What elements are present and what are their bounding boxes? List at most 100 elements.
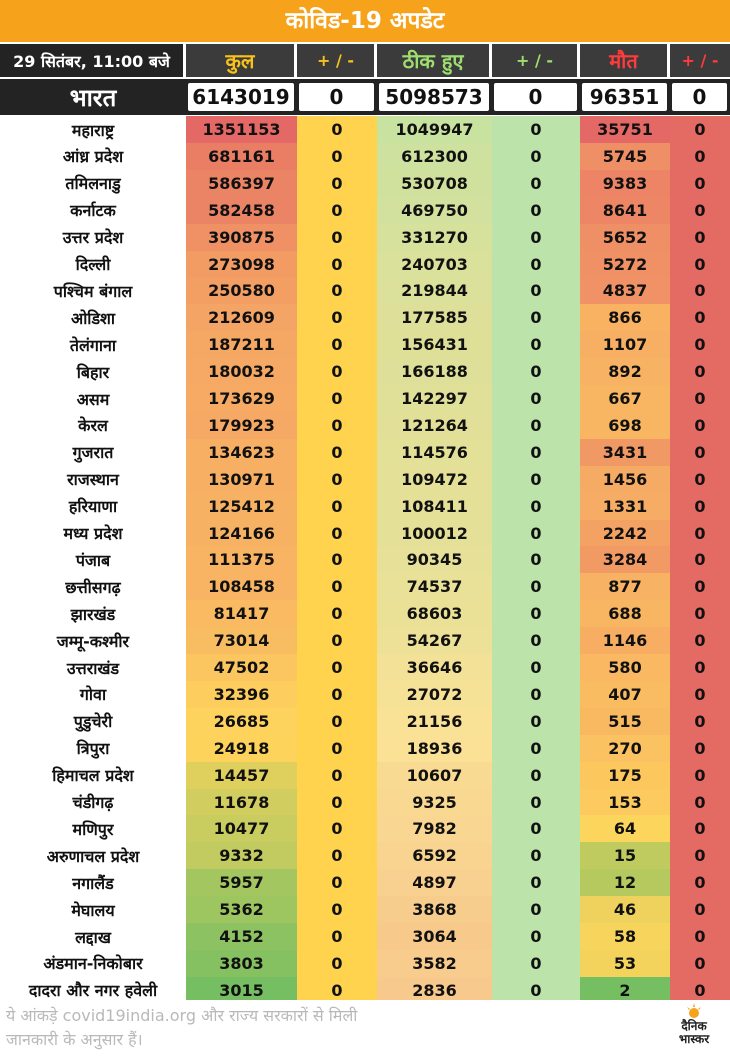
cell-deaths: 1331 — [580, 492, 670, 520]
cell-name: कर्नाटक — [0, 196, 186, 224]
cell-total-delta: 0 — [297, 654, 377, 681]
cell-total-delta: 0 — [297, 923, 377, 950]
cell-total-delta: 0 — [297, 223, 377, 251]
date-label: 29 सितंबर, 11:00 बजे — [0, 44, 186, 77]
cell-recovered: 2836 — [377, 976, 492, 1004]
cell-deaths-delta: 0 — [670, 358, 730, 386]
cell-name: झारखंड — [0, 600, 186, 628]
cell-recovered: 6592 — [377, 842, 492, 870]
cell-deaths-delta: 0 — [670, 169, 730, 197]
cell-total: 32396 — [186, 680, 297, 708]
table-row: बिहार 180032 0 166188 0 892 0 — [0, 358, 730, 386]
table-row: मेघालय 5362 0 3868 0 46 0 — [0, 896, 730, 924]
cell-recovered-delta: 0 — [492, 492, 580, 520]
cell-recovered: 612300 — [377, 142, 492, 170]
cell-deaths: 698 — [580, 411, 670, 439]
cell-deaths: 1107 — [580, 331, 670, 359]
cell-deaths: 270 — [580, 734, 670, 762]
deaths-delta-header: + / - — [670, 44, 730, 77]
cell-recovered: 10607 — [377, 761, 492, 789]
cell-total-delta: 0 — [297, 196, 377, 224]
cell-recovered: 530708 — [377, 169, 492, 197]
cell-total-delta: 0 — [297, 277, 377, 305]
cell-total: 124166 — [186, 519, 297, 547]
cell-total: 5362 — [186, 896, 297, 924]
cell-recovered-delta: 0 — [492, 223, 580, 251]
table-row: उत्तर प्रदेश 390875 0 331270 0 5652 0 — [0, 223, 730, 251]
cell-deaths-delta: 0 — [670, 896, 730, 924]
cell-deaths: 667 — [580, 385, 670, 412]
cell-deaths: 15 — [580, 842, 670, 870]
cell-total: 14457 — [186, 761, 297, 789]
table-row: असम 173629 0 142297 0 667 0 — [0, 385, 730, 412]
table-row: छत्तीसगढ़ 108458 0 74537 0 877 0 — [0, 573, 730, 601]
cell-recovered-delta: 0 — [492, 842, 580, 870]
cell-total-delta: 0 — [297, 411, 377, 439]
cell-total: 681161 — [186, 142, 297, 170]
recovered-delta-header: + / - — [492, 44, 580, 77]
cell-total: 111375 — [186, 546, 297, 574]
cell-name: दिल्ली — [0, 250, 186, 278]
cell-name: ओडिशा — [0, 304, 186, 332]
table-row: पुडुचेरी 26685 0 21156 0 515 0 — [0, 707, 730, 735]
cell-deaths-delta: 0 — [670, 411, 730, 439]
cell-name: तमिलनाडु — [0, 169, 186, 197]
cell-total: 4152 — [186, 923, 297, 950]
cell-recovered-delta: 0 — [492, 707, 580, 735]
cell-deaths-delta: 0 — [670, 277, 730, 305]
cell-recovered-delta: 0 — [492, 304, 580, 332]
table-row: पश्चिम बंगाल 250580 0 219844 0 4837 0 — [0, 277, 730, 305]
cell-recovered-delta: 0 — [492, 923, 580, 950]
cell-total: 134623 — [186, 438, 297, 466]
cell-name: आंध्र प्रदेश — [0, 142, 186, 170]
cell-total-delta: 0 — [297, 116, 377, 143]
cell-name: गोवा — [0, 680, 186, 708]
cell-recovered-delta: 0 — [492, 250, 580, 278]
cell-total-delta: 0 — [297, 896, 377, 924]
cell-name: नगालैंड — [0, 869, 186, 897]
cell-recovered: 68603 — [377, 600, 492, 628]
cell-total: 47502 — [186, 654, 297, 681]
cell-deaths: 2242 — [580, 519, 670, 547]
cell-name: राजस्थान — [0, 465, 186, 493]
page-title: कोविड-19 अपडेट — [0, 0, 730, 42]
cell-recovered-delta: 0 — [492, 465, 580, 493]
cell-recovered-delta: 0 — [492, 169, 580, 197]
table-row: अंडमान-निकोबार 3803 0 3582 0 53 0 — [0, 949, 730, 977]
cell-deaths: 892 — [580, 358, 670, 386]
cell-total: 390875 — [186, 223, 297, 251]
cell-deaths: 4837 — [580, 277, 670, 305]
cell-name: पश्चिम बंगाल — [0, 277, 186, 305]
cell-recovered: 219844 — [377, 277, 492, 305]
cell-recovered: 142297 — [377, 385, 492, 412]
cell-total-delta: 0 — [297, 627, 377, 655]
table-row: गुजरात 134623 0 114576 0 3431 0 — [0, 438, 730, 466]
cell-total: 187211 — [186, 331, 297, 359]
table-row: अरुणाचल प्रदेश 9332 0 6592 0 15 0 — [0, 842, 730, 870]
table-row: जम्मू-कश्मीर 73014 0 54267 0 1146 0 — [0, 627, 730, 655]
cell-deaths: 64 — [580, 815, 670, 843]
cell-deaths: 46 — [580, 896, 670, 924]
cell-total-delta: 0 — [297, 250, 377, 278]
cell-total-delta: 0 — [297, 385, 377, 412]
cell-deaths-delta: 0 — [670, 654, 730, 681]
cell-deaths-delta: 0 — [670, 250, 730, 278]
cell-deaths-delta: 0 — [670, 761, 730, 789]
cell-recovered: 4897 — [377, 869, 492, 897]
logo-line-2: भास्कर — [678, 1032, 710, 1046]
cell-deaths: 175 — [580, 761, 670, 789]
cell-total: 24918 — [186, 734, 297, 762]
cell-recovered-delta: 0 — [492, 896, 580, 924]
table-row: गोवा 32396 0 27072 0 407 0 — [0, 680, 730, 708]
cell-recovered: 100012 — [377, 519, 492, 547]
cell-recovered: 3064 — [377, 923, 492, 950]
cell-total: 73014 — [186, 627, 297, 655]
cell-deaths-delta: 0 — [670, 116, 730, 143]
cell-total-delta: 0 — [297, 358, 377, 386]
cell-total: 125412 — [186, 492, 297, 520]
table-row: केरल 179923 0 121264 0 698 0 — [0, 411, 730, 439]
cell-recovered-delta: 0 — [492, 277, 580, 305]
cell-total: 11678 — [186, 788, 297, 816]
cell-name: लद्दाख — [0, 923, 186, 950]
cell-deaths-delta: 0 — [670, 734, 730, 762]
